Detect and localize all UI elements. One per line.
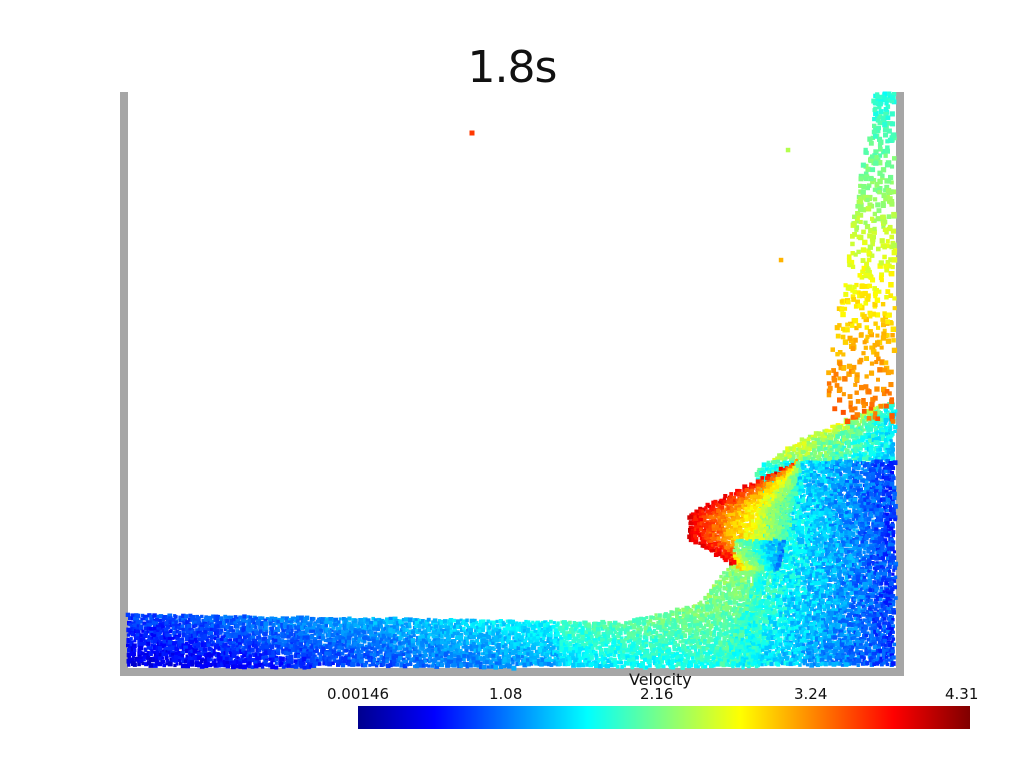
- velocity-colorbar: [358, 706, 970, 729]
- floor: [120, 668, 904, 676]
- tank-walls: [120, 92, 904, 676]
- colorbar-tick-label: 3.24: [794, 685, 828, 703]
- left-wall: [120, 92, 128, 676]
- colorbar-tick-label: 4.31: [945, 685, 979, 703]
- colorbar-title: Velocity: [629, 670, 692, 689]
- fluid-particles: [125, 91, 899, 671]
- colorbar-tick-label: 1.08: [489, 685, 523, 703]
- colorbar-tick-label: 0.00146: [327, 685, 390, 703]
- time-title: 1.8s: [467, 42, 558, 93]
- colorbar-tick-label: 2.16: [640, 685, 674, 703]
- right-wall: [896, 92, 904, 676]
